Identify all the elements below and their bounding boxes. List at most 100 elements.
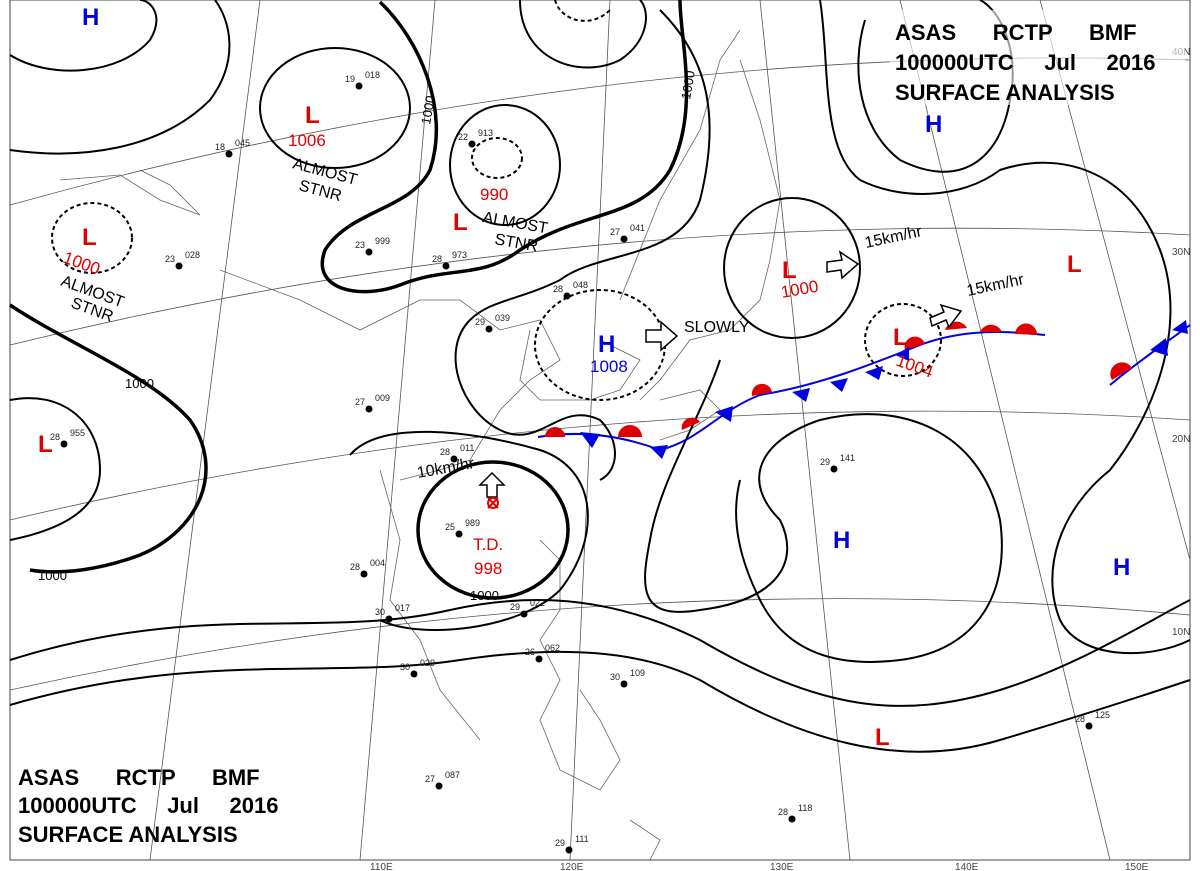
station-pressure: 039 [495, 313, 510, 323]
title-line-3: SURFACE ANALYSIS [18, 822, 238, 847]
station-pressure: 018 [365, 70, 380, 80]
longitude-label: 110E [370, 862, 393, 871]
station-cloud-icon [535, 655, 543, 663]
station-plot: 28 011 [440, 443, 474, 463]
high-symbol: H [833, 527, 850, 554]
low-symbol: L [38, 431, 53, 458]
station-temperature: 25 [445, 522, 455, 532]
station-cloud-icon [450, 455, 458, 463]
high-pressure: 1008 [590, 357, 628, 376]
title-line-1: ASAS RCTP BMF [895, 20, 1137, 45]
station-plot: 30 029 [400, 658, 435, 678]
station-pressure: 955 [70, 428, 85, 438]
tropical-depression-cross-icon [487, 497, 499, 509]
station-cloud-icon [360, 570, 368, 578]
station-pressure: 004 [370, 558, 385, 568]
high-symbol: H [925, 111, 942, 138]
station-plot: 30 109 [610, 668, 645, 688]
station-pressure: 141 [840, 453, 855, 463]
station-cloud-icon [455, 530, 463, 538]
motion-note: SLOWLY [684, 319, 750, 336]
arrow-icon [929, 303, 963, 329]
station-cloud-icon [788, 815, 796, 823]
low-symbol: L [893, 324, 908, 351]
station-plot: 27 041 [610, 223, 645, 243]
station-pressure: 048 [573, 280, 588, 290]
station-pressure: 022 [530, 598, 545, 608]
high-symbol: H [82, 4, 99, 31]
station-cloud-icon [225, 150, 233, 158]
isobars [9, 0, 1191, 753]
station-cloud-icon [435, 782, 443, 790]
station-cloud-icon [563, 292, 571, 300]
station-cloud-icon [175, 262, 183, 270]
station-cloud-icon [485, 325, 493, 333]
station-cloud-icon [1085, 722, 1093, 730]
station-cloud-icon [620, 680, 628, 688]
station-cloud-icon [830, 465, 838, 473]
station-temperature: 23 [355, 240, 365, 250]
isobar-label: 1000 [38, 568, 67, 583]
low-pressure: 1006 [288, 131, 326, 150]
station-plot: 23 999 [355, 236, 390, 256]
station-pressure: 913 [478, 128, 493, 138]
station-temperature: 29 [475, 317, 485, 327]
low-symbol: L [782, 257, 797, 284]
station-temperature: 27 [610, 227, 620, 237]
station-temperature: 22 [458, 132, 468, 142]
station-temperature: 23 [165, 254, 175, 264]
title-line-2: 100000UTC Jul 2016 [895, 50, 1155, 75]
station-pressure: 028 [185, 250, 200, 260]
station-cloud-icon [60, 440, 68, 448]
stationary-front [537, 321, 1046, 459]
high-symbol: H [1113, 554, 1130, 581]
longitude-label: 150E [1125, 862, 1149, 871]
isobar-label: 1000 [470, 588, 499, 603]
station-temperature: 29 [510, 602, 520, 612]
title-line-2: 100000UTC Jul 2016 [18, 793, 278, 818]
low-symbol: L [1067, 251, 1082, 278]
station-plot: 30 017 [375, 603, 410, 623]
stationary-front-east [1109, 320, 1191, 386]
arrow-icon [826, 250, 860, 280]
station-pressure: 045 [235, 138, 250, 148]
station-temperature: 29 [555, 838, 565, 848]
station-pressure: 041 [630, 223, 645, 233]
low-symbol: L [875, 724, 890, 751]
station-plot: 29 141 [820, 453, 855, 473]
longitude-label: 130E [770, 862, 794, 871]
station-plot: 23 028 [165, 250, 200, 270]
station-plot: 29 039 [475, 313, 510, 333]
low-pressure: 990 [480, 185, 508, 204]
station-plot: 26 062 [525, 643, 560, 663]
station-pressure: 109 [630, 668, 645, 678]
station-temperature: 27 [425, 774, 435, 784]
station-temperature: 18 [215, 142, 225, 152]
station-cloud-icon [565, 846, 573, 854]
station-temperature: 26 [525, 647, 535, 657]
station-cloud-icon [365, 248, 373, 256]
station-cloud-icon [385, 615, 393, 623]
station-plot: 18 045 [215, 138, 250, 158]
station-temperature: 30 [610, 672, 620, 682]
station-pressure: 011 [460, 443, 474, 453]
station-plot: 29 022 [510, 598, 545, 618]
latitude-label: 20N [1172, 434, 1190, 445]
title-line-3: SURFACE ANALYSIS [895, 80, 1115, 105]
station-temperature: 30 [375, 607, 385, 617]
station-cloud-icon [620, 235, 628, 243]
low-symbol: L [82, 224, 97, 251]
station-pressure: 009 [375, 393, 390, 403]
station-temperature: 28 [1075, 714, 1085, 724]
motion-arrows [478, 250, 963, 498]
station-plot: 28 004 [350, 558, 385, 578]
longitude-label: 140E [955, 862, 979, 871]
station-cloud-icon [442, 262, 450, 270]
station-temperature: 28 [432, 254, 442, 264]
longitude-label: 120E [560, 862, 584, 871]
station-temperature: 28 [50, 432, 60, 442]
map-frame [9, 0, 1191, 861]
station-temperature: 28 [440, 447, 450, 457]
coastlines [59, 29, 781, 861]
td-label: T.D. [473, 535, 503, 554]
